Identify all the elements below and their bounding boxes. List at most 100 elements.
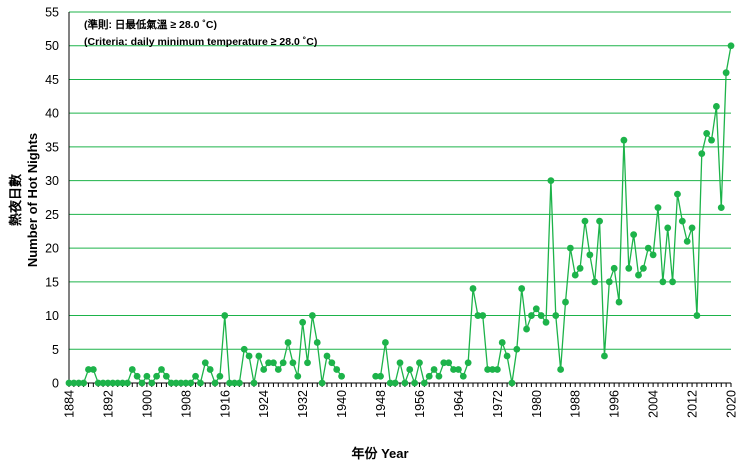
x-tick-label-1932: 1932: [296, 390, 310, 418]
data-point-1974: [503, 352, 511, 360]
data-point-1929: [284, 339, 292, 346]
data-point-1997: [615, 298, 623, 306]
data-point-2007: [664, 224, 672, 232]
data-point-1967: [469, 285, 477, 292]
data-point-1948: [377, 372, 384, 380]
data-point-2003: [644, 244, 652, 252]
data-point-1896: [124, 379, 131, 387]
x-axis-title: 年份 Year: [351, 446, 408, 461]
data-point-1932: [299, 318, 307, 326]
y-tick-label-30: 30: [45, 174, 59, 188]
y-tick-label-15: 15: [45, 275, 59, 289]
data-point-1919: [235, 379, 243, 387]
data-point-1936: [318, 379, 326, 387]
data-point-1889: [89, 366, 97, 373]
data-point-1961: [440, 359, 448, 367]
data-point-1987: [566, 244, 574, 252]
data-point-1891: [99, 379, 107, 387]
data-point-1934: [308, 312, 316, 319]
data-point-2015: [703, 130, 711, 137]
x-tick-label-1916: 1916: [218, 390, 232, 418]
data-point-1922: [250, 379, 258, 387]
data-point-1924: [260, 366, 268, 373]
data-point-1950: [386, 379, 394, 387]
data-point-1954: [406, 366, 414, 373]
data-point-1978: [523, 325, 530, 333]
data-point-1893: [109, 379, 117, 387]
data-point-1988: [571, 271, 579, 279]
data-point-1982: [542, 318, 550, 326]
data-point-1980: [532, 305, 540, 313]
data-points: [65, 42, 735, 387]
data-point-1981: [537, 312, 545, 319]
data-point-1921: [245, 352, 253, 360]
data-point-1902: [153, 372, 161, 380]
data-point-1984: [552, 312, 560, 319]
data-point-1939: [333, 366, 341, 373]
data-point-1892: [104, 379, 112, 387]
data-point-2020: [727, 42, 735, 50]
data-point-1890: [94, 379, 102, 387]
data-point-1888: [85, 366, 92, 373]
data-point-1938: [328, 359, 336, 367]
x-tick-label-2020: 2020: [725, 390, 739, 418]
data-point-1951: [391, 379, 399, 387]
x-tick-label-1980: 1980: [530, 390, 544, 418]
data-point-2009: [674, 190, 681, 198]
data-point-1931: [294, 372, 302, 380]
data-point-1918: [231, 379, 238, 387]
data-point-1913: [206, 366, 214, 373]
y-tick-label-45: 45: [45, 73, 59, 87]
x-tick-label-1908: 1908: [179, 390, 193, 418]
x-tick-label-1988: 1988: [569, 390, 583, 418]
data-point-1970: [484, 366, 492, 373]
data-point-2017: [713, 103, 720, 110]
data-point-1886: [75, 379, 83, 387]
data-point-1925: [265, 359, 272, 367]
data-point-1975: [508, 379, 516, 387]
data-point-1956: [416, 359, 423, 367]
x-tick-label-1940: 1940: [335, 390, 349, 418]
y-tick-label-20: 20: [45, 242, 59, 256]
data-point-1995: [605, 278, 613, 286]
data-point-1907: [177, 379, 185, 387]
data-point-1985: [557, 366, 565, 373]
data-point-1904: [162, 372, 170, 380]
y-tick-label-5: 5: [52, 343, 59, 357]
data-point-1968: [474, 312, 482, 319]
data-point-1999: [625, 264, 633, 272]
y-tick-label-0: 0: [52, 377, 59, 391]
x-tick-label-1900: 1900: [140, 390, 154, 418]
x-tick-label-1964: 1964: [452, 390, 466, 418]
data-point-1930: [289, 359, 297, 367]
criteria-annotation-en: (Criteria: daily minimum temperature ≥ 2…: [84, 36, 317, 48]
data-point-1903: [158, 366, 165, 373]
grid-lines: [69, 11, 731, 350]
data-point-2012: [688, 224, 696, 232]
data-point-1935: [313, 339, 321, 346]
data-point-1959: [430, 366, 438, 373]
y-tick-labels: 0 5 10 15 20 25 30 35 40 45 50 55: [45, 6, 59, 391]
data-point-1949: [382, 339, 389, 346]
y-tick-label-10: 10: [45, 309, 59, 323]
data-point-1953: [401, 379, 409, 387]
data-point-1912: [201, 359, 209, 367]
y-tick-label-40: 40: [45, 107, 59, 121]
data-point-1927: [274, 366, 282, 373]
data-point-2002: [639, 264, 647, 272]
data-point-1908: [182, 379, 190, 387]
data-point-1972: [493, 366, 501, 373]
data-point-1916: [221, 312, 229, 319]
data-point-2000: [630, 231, 638, 239]
data-point-1933: [304, 359, 311, 367]
data-point-2013: [693, 312, 701, 319]
data-point-1947: [372, 372, 380, 380]
x-tick-label-1972: 1972: [491, 390, 505, 418]
data-point-1885: [70, 379, 78, 387]
data-point-1895: [119, 379, 126, 387]
data-point-1917: [226, 379, 234, 387]
data-point-1909: [187, 379, 195, 387]
x-tick-label-1884: 1884: [63, 390, 77, 418]
data-point-1979: [528, 312, 535, 319]
